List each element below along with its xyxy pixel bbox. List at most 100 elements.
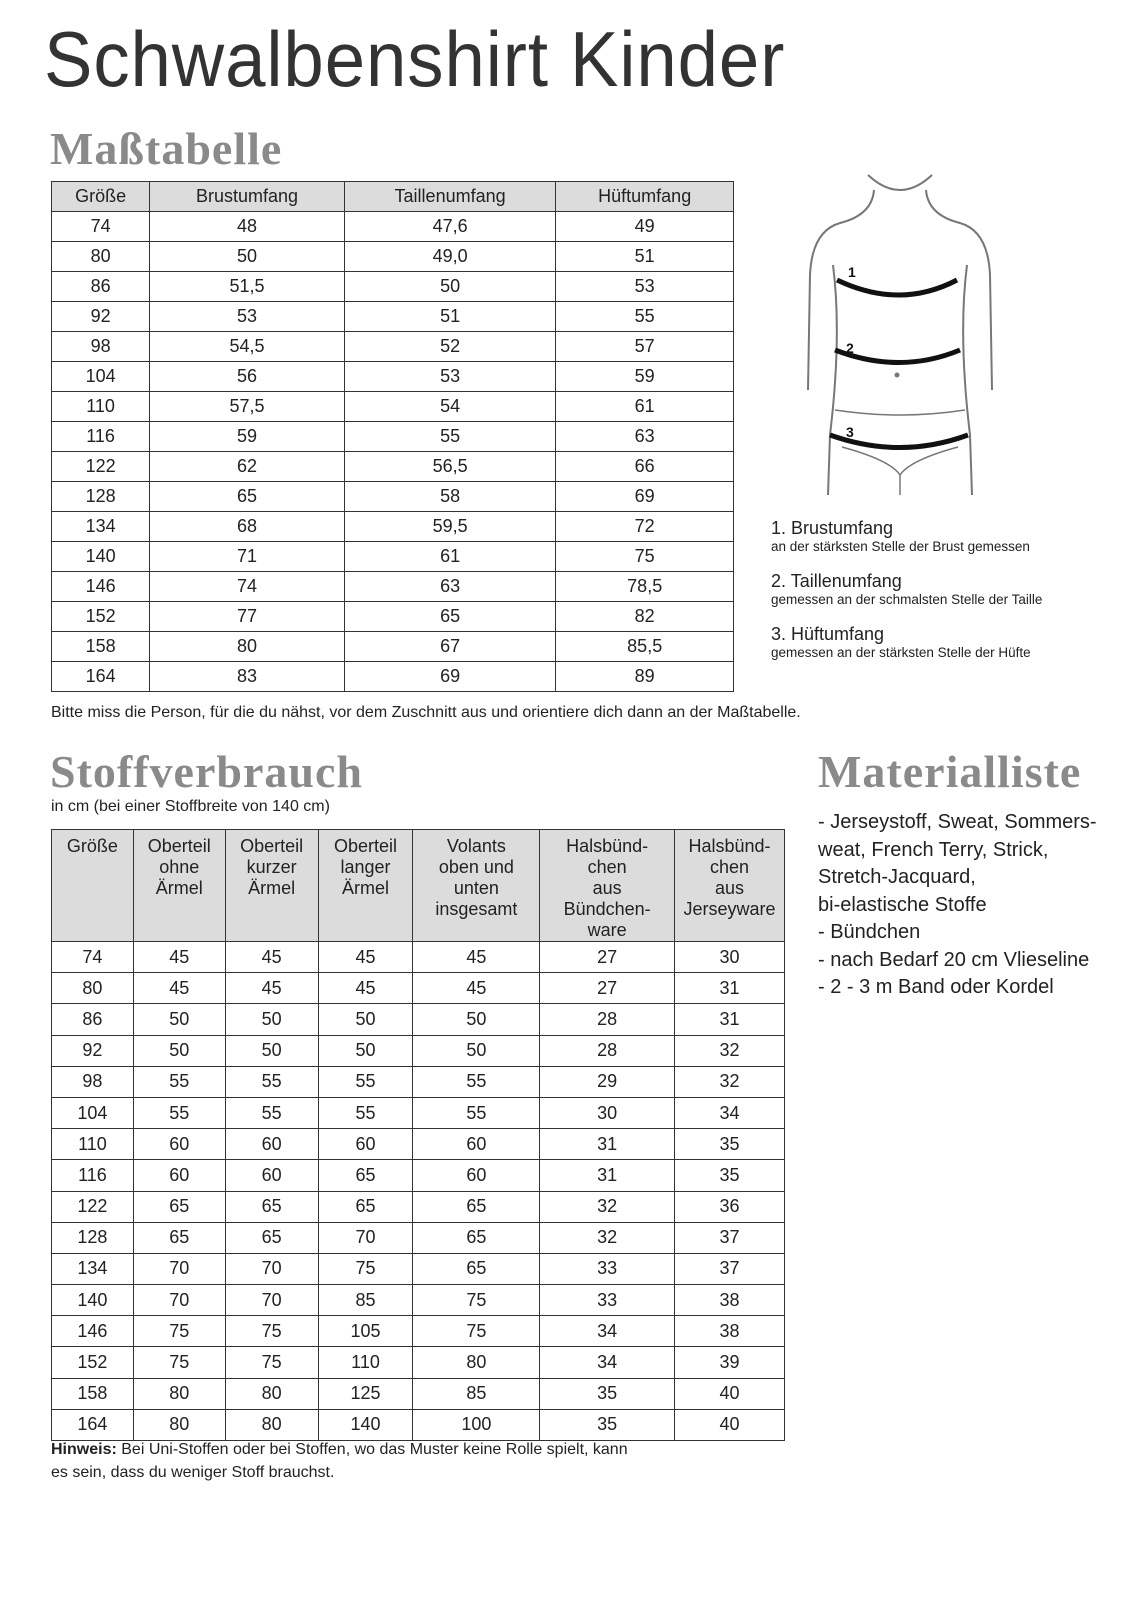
table-cell: 51,5 [149, 271, 345, 302]
table-cell: 116 [50, 421, 151, 452]
table-row: 122 62 56,5 66 [50, 451, 734, 482]
table-row: 128 65 58 69 [50, 481, 734, 512]
table-cell: 65 [412, 1221, 541, 1254]
table-cell: 75 [224, 1346, 319, 1379]
table-row: 128 65 65 70 65 32 37 [51, 1221, 785, 1254]
table-cell: 32 [674, 1034, 785, 1067]
table-cell: 80 [132, 1377, 226, 1410]
table-cell: 57,5 [149, 391, 345, 422]
legend-desc: gemessen an der stärksten Stelle der Hüf… [771, 645, 1031, 660]
table-row: 98 54,5 52 57 [50, 331, 734, 362]
table-row: 152 77 65 82 [50, 601, 734, 632]
table-cell: 67 [343, 631, 557, 662]
table-cell: 60 [224, 1159, 319, 1192]
table-cell: 32 [539, 1190, 676, 1223]
table-cell: 80 [224, 1408, 319, 1442]
table-cell: 35 [674, 1128, 785, 1161]
legend-title: 1. Brustumfang [771, 518, 894, 538]
column-header: Größe [50, 181, 151, 212]
table-cell: 35 [674, 1159, 785, 1192]
table-row: 86 51,5 50 53 [50, 271, 734, 302]
table-cell: 60 [224, 1128, 319, 1161]
table-cell: 65 [412, 1252, 541, 1286]
table-cell: 74 [50, 211, 151, 242]
table-cell: 40 [674, 1377, 785, 1410]
table-cell: 50 [224, 1034, 319, 1067]
column-header: Oberteil langer Ärmel [317, 829, 414, 942]
table-cell: 59,5 [343, 511, 557, 542]
table-cell: 40 [674, 1408, 785, 1442]
table-cell: 92 [51, 1034, 134, 1067]
chest-line [835, 277, 959, 298]
table-cell: 27 [539, 940, 676, 974]
table-row: 164 83 69 89 [50, 661, 734, 692]
table-row: 74 48 47,6 49 [50, 211, 734, 242]
table-cell: 77 [149, 601, 345, 632]
table-cell: 36 [674, 1190, 785, 1223]
table-row: 134 70 70 75 65 33 37 [51, 1252, 785, 1286]
table-cell: 32 [539, 1221, 676, 1254]
column-header: Volants oben und unten insgesamt [412, 829, 541, 942]
size-table-heading: Maßtabelle [50, 123, 283, 174]
table-cell: 31 [539, 1128, 676, 1161]
table-cell: 53 [555, 271, 734, 302]
size-table-note: Bitte miss die Person, für die du nähst,… [51, 704, 801, 721]
table-cell: 104 [51, 1096, 134, 1130]
table-cell: 31 [539, 1159, 676, 1192]
table-cell: 60 [412, 1159, 541, 1192]
table-cell: 35 [539, 1408, 676, 1442]
table-cell: 85,5 [555, 631, 734, 662]
table-cell: 30 [674, 940, 785, 974]
table-cell: 60 [317, 1128, 414, 1161]
table-row: 80 50 49,0 51 [50, 241, 734, 272]
column-header: Hüftumfang [555, 181, 734, 212]
note-text: Bei Uni-Stoffen oder bei Stoffen, wo das… [116, 1441, 628, 1458]
table-cell: 92 [50, 301, 151, 332]
table-cell: 60 [412, 1128, 541, 1161]
table-cell: 50 [132, 1003, 226, 1036]
body-measurement-figure: 1 2 3 [807, 174, 993, 496]
table-cell: 28 [539, 1003, 676, 1036]
table-cell: 89 [555, 661, 734, 692]
table-cell: 45 [132, 972, 226, 1005]
table-cell: 56 [149, 361, 345, 392]
table-cell: 50 [412, 1003, 541, 1036]
legend-title: 2. Taillenumfang [771, 571, 902, 591]
table-cell: 49,0 [343, 241, 557, 272]
table-cell: 55 [412, 1096, 541, 1130]
table-cell: 146 [51, 1315, 134, 1348]
table-cell: 122 [50, 451, 151, 482]
table-cell: 54,5 [149, 331, 345, 362]
table-cell: 65 [317, 1190, 414, 1223]
table-cell: 51 [343, 301, 557, 332]
table-cell: 98 [51, 1065, 134, 1098]
table-cell: 75 [412, 1284, 541, 1317]
table-cell: 71 [149, 541, 345, 572]
table-row: 140 71 61 75 [50, 541, 734, 572]
table-cell: 47,6 [343, 211, 557, 242]
table-cell: 128 [51, 1221, 134, 1254]
table-cell: 27 [539, 972, 676, 1005]
table-cell: 49 [555, 211, 734, 242]
table-cell: 35 [539, 1377, 676, 1410]
material-item: - nach Bedarf 20 cm Vlieseline [818, 948, 1090, 971]
table-cell: 83 [149, 661, 345, 692]
table-cell: 65 [412, 1190, 541, 1223]
table-row: 146 75 75 105 75 34 38 [51, 1315, 785, 1348]
legend: 1. Brustumfang an der stärksten Stelle d… [771, 518, 1042, 660]
table-cell: 45 [224, 940, 319, 974]
table-row: 80 45 45 45 45 27 31 [51, 972, 785, 1005]
neck-line [867, 174, 933, 191]
table-cell: 55 [555, 301, 734, 332]
table-row: 104 55 55 55 55 30 34 [51, 1096, 785, 1130]
table-cell: 57 [555, 331, 734, 362]
marker-1: 1 [848, 264, 856, 280]
table-row: 86 50 50 50 50 28 31 [51, 1003, 785, 1036]
table-cell: 70 [132, 1284, 226, 1317]
table-cell: 45 [412, 940, 541, 974]
marker-2: 2 [846, 340, 854, 356]
table-cell: 110 [317, 1346, 414, 1379]
material-item: bi-elastische Stoffe [818, 893, 987, 916]
table-cell: 69 [343, 661, 557, 692]
table-cell: 65 [132, 1221, 226, 1254]
